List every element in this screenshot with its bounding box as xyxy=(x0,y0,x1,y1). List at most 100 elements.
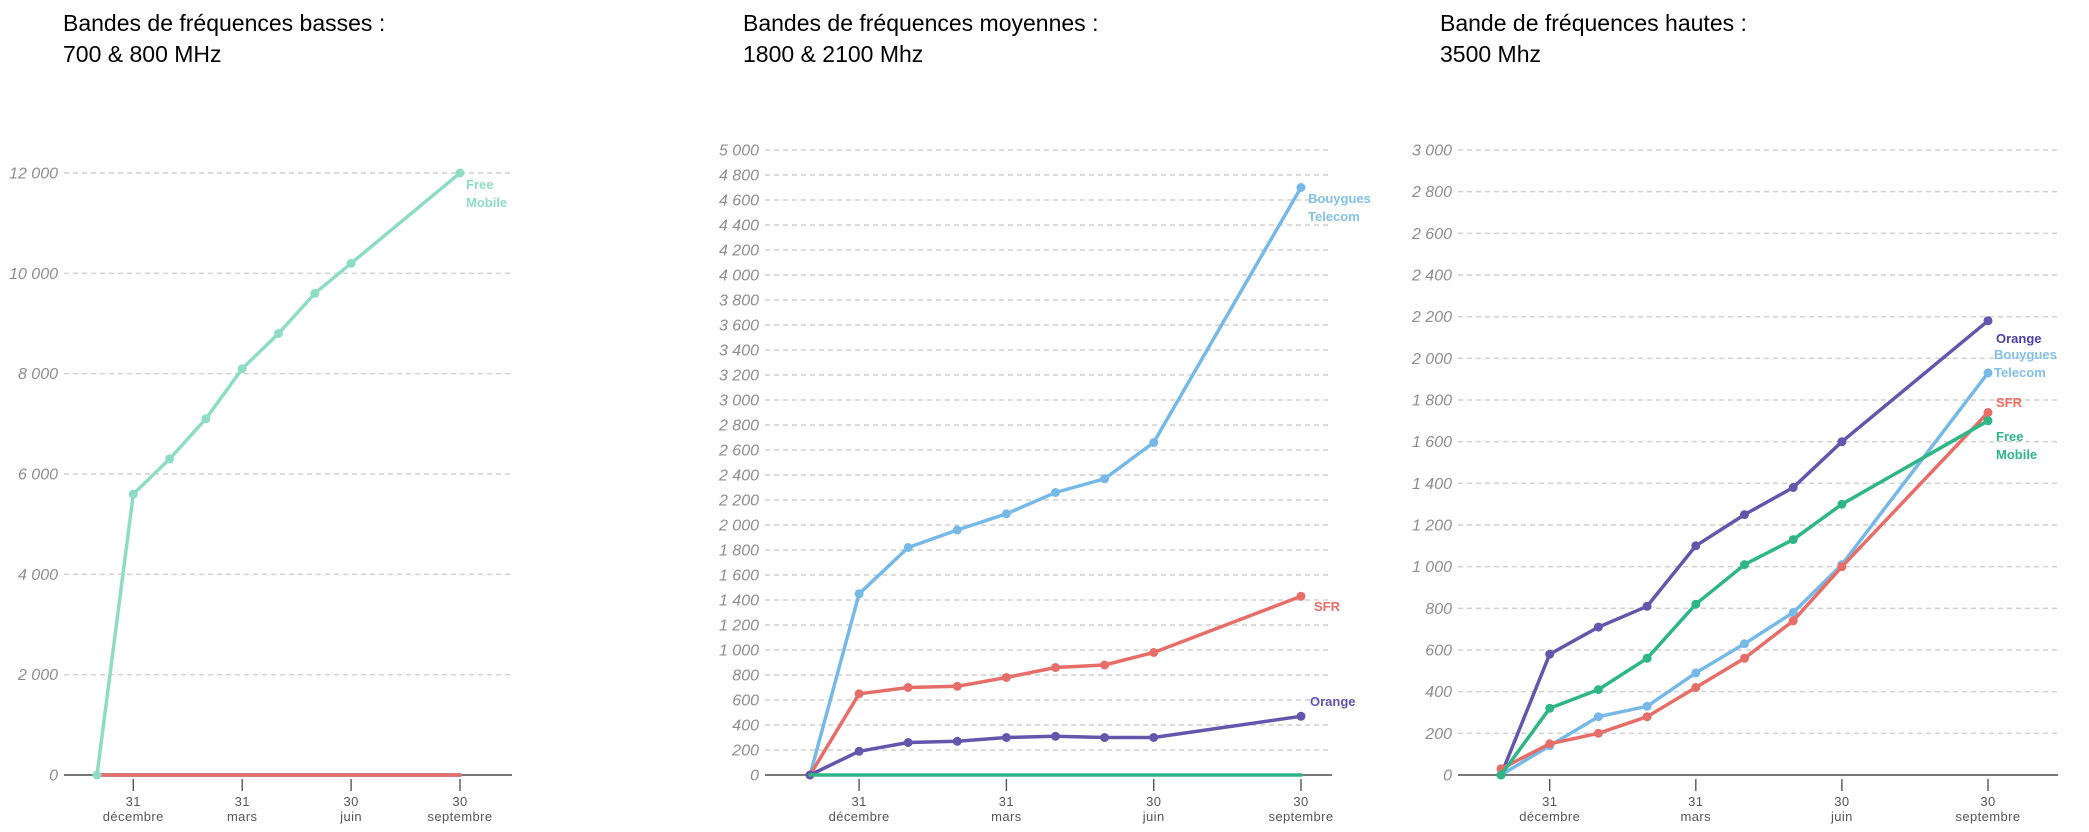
data-point xyxy=(1788,483,1798,492)
y-axis-label: 3 600 xyxy=(719,318,759,335)
y-axis-label: 0 xyxy=(49,768,58,785)
data-point xyxy=(1983,368,1993,378)
data-point xyxy=(1001,733,1011,742)
series-line-bouygues-telecom xyxy=(1499,371,1990,777)
series-line-orange xyxy=(1499,319,1990,777)
data-point xyxy=(165,454,175,464)
x-tick-label: 31 xyxy=(235,794,250,809)
x-tick-label: septembre xyxy=(1955,809,2020,824)
y-axis-label: 600 xyxy=(732,693,759,710)
x-tick-label: juin xyxy=(1142,809,1165,824)
data-point xyxy=(1545,739,1555,749)
data-point xyxy=(1296,183,1306,192)
x-tick-label: décembre xyxy=(829,809,890,824)
y-axis-label: 3 000 xyxy=(719,393,759,410)
series-label: Mobile xyxy=(1996,447,2037,462)
data-point xyxy=(1740,639,1749,649)
x-tick-label: mars xyxy=(991,809,1022,824)
data-point xyxy=(1642,712,1652,722)
data-point xyxy=(128,489,138,499)
x-tick-label: 31 xyxy=(999,794,1014,809)
y-axis-label: 2 800 xyxy=(718,418,759,435)
chart-title-low-band: Bandes de fréquences basses : 700 & 800 … xyxy=(63,8,385,70)
y-axis-label: 2 800 xyxy=(1411,184,1452,201)
x-tick-label: 30 xyxy=(1980,794,1995,809)
x-tick-label: septembre xyxy=(427,809,492,824)
y-axis-label: 1 000 xyxy=(1412,559,1452,576)
x-tick-label: 31 xyxy=(126,794,141,809)
data-point xyxy=(1691,541,1701,551)
data-point xyxy=(952,681,962,691)
y-axis-label: 2 600 xyxy=(718,443,759,460)
series-label: Bouygues xyxy=(1308,191,1371,206)
data-point xyxy=(1983,316,1993,326)
y-axis-label: 2 400 xyxy=(1411,268,1452,285)
x-tick-label: mars xyxy=(1681,809,1712,824)
y-axis-label: 1 800 xyxy=(1412,393,1452,410)
data-point xyxy=(1691,668,1701,678)
data-point xyxy=(1788,535,1798,545)
chart-title-line-2: 700 & 800 MHz xyxy=(63,41,222,67)
x-tick-label: septembre xyxy=(1268,809,1333,824)
series-label: Telecom xyxy=(1308,209,1360,224)
y-axis-label: 10 000 xyxy=(9,266,58,283)
data-point xyxy=(903,738,913,747)
data-point xyxy=(1100,474,1110,484)
data-point xyxy=(1837,437,1847,447)
series-label: Telecom xyxy=(1994,365,2046,380)
chart-title-high-band: Bande de fréquences hautes : 3500 Mhz xyxy=(1440,8,1747,70)
y-axis-label: 3 400 xyxy=(719,343,759,360)
x-tick-label: 31 xyxy=(1688,794,1703,809)
x-tick-label: 30 xyxy=(1834,794,1849,809)
y-axis-label: 3 000 xyxy=(1412,143,1452,160)
data-point xyxy=(1051,663,1060,672)
y-axis-label: 400 xyxy=(732,718,759,735)
y-axis-label: 4 000 xyxy=(18,567,58,584)
series-label: Free xyxy=(466,177,493,192)
data-point xyxy=(1837,499,1847,509)
data-point xyxy=(1149,648,1159,657)
x-tick-label: 30 xyxy=(1293,794,1308,809)
chart-title-line-1: Bandes de fréquences moyennes : xyxy=(743,10,1099,36)
y-axis-label: 200 xyxy=(731,743,759,760)
y-axis-label: 800 xyxy=(732,668,759,685)
chart-title-mid-band: Bandes de fréquences moyennes : 1800 & 2… xyxy=(743,8,1098,70)
x-tick-label: mars xyxy=(227,809,258,824)
y-axis-label: 1 400 xyxy=(719,593,759,610)
y-axis-label: 1 000 xyxy=(719,643,759,660)
y-axis-label: 2 200 xyxy=(1411,309,1452,326)
data-point xyxy=(1545,649,1555,659)
y-axis-label: 6 000 xyxy=(18,467,58,484)
chart-title-line-1: Bande de fréquences hautes : xyxy=(1440,10,1747,36)
data-point xyxy=(1593,728,1603,738)
x-tick-label: juin xyxy=(339,809,362,824)
series-label: Mobile xyxy=(466,195,507,210)
data-point xyxy=(1296,591,1306,601)
data-point xyxy=(274,329,283,338)
data-point xyxy=(1788,616,1798,626)
data-point xyxy=(1593,622,1603,632)
data-point xyxy=(1983,416,1993,426)
series-label: Orange xyxy=(1310,694,1356,709)
data-point xyxy=(1788,608,1798,617)
y-axis-label: 1 200 xyxy=(719,618,759,635)
series-line-free-mobile xyxy=(95,171,462,777)
y-axis-label: 12 000 xyxy=(9,166,58,183)
y-axis-label: 2 400 xyxy=(718,468,759,485)
data-point xyxy=(854,689,864,699)
chart-title-line-1: Bandes de fréquences basses : xyxy=(63,10,386,36)
data-point xyxy=(1100,660,1110,670)
y-axis-label: 800 xyxy=(1425,601,1452,618)
data-point xyxy=(455,168,465,178)
data-point xyxy=(1691,683,1701,692)
y-axis-label: 4 200 xyxy=(719,243,759,260)
data-point xyxy=(310,288,320,298)
data-point xyxy=(903,543,913,552)
data-point xyxy=(1001,673,1011,682)
data-point xyxy=(1545,703,1555,713)
y-axis-label: 1 600 xyxy=(1412,434,1452,451)
y-axis-label: 2 600 xyxy=(1411,226,1452,243)
data-point xyxy=(1496,770,1506,780)
